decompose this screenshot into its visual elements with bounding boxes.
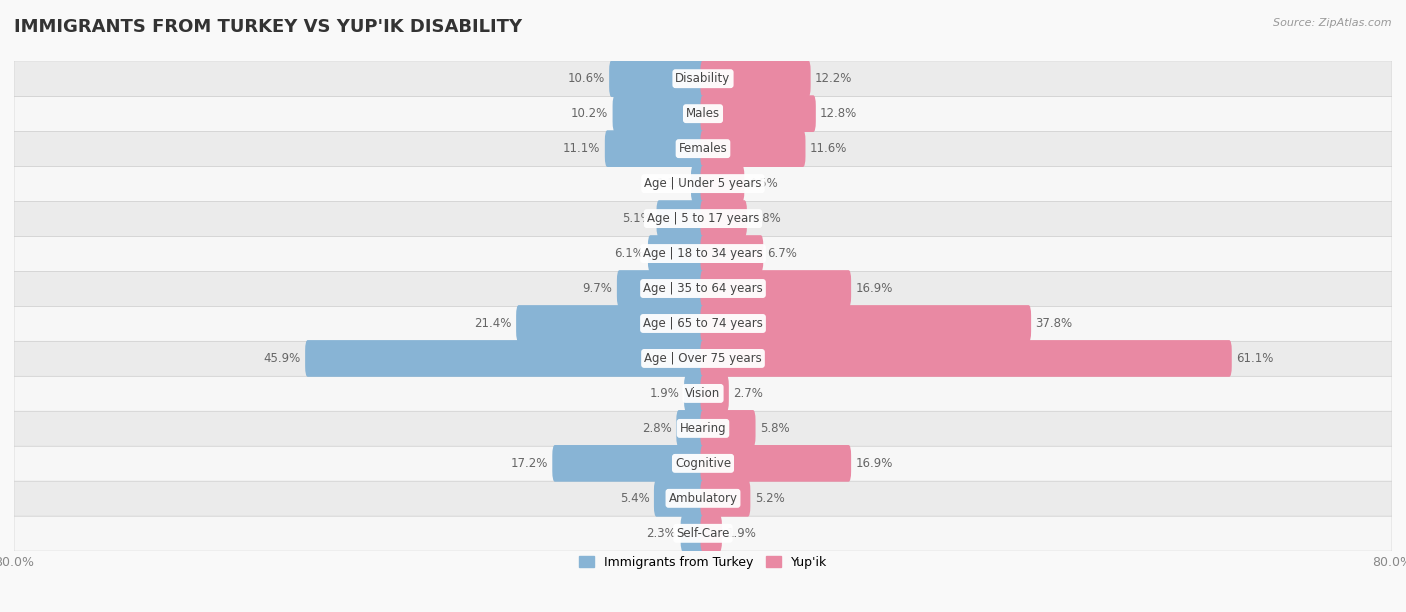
Text: Self-Care: Self-Care [676, 527, 730, 540]
FancyBboxPatch shape [700, 410, 755, 447]
FancyBboxPatch shape [676, 410, 706, 447]
FancyBboxPatch shape [700, 480, 751, 517]
Text: 17.2%: 17.2% [510, 457, 548, 470]
FancyBboxPatch shape [648, 235, 706, 272]
Text: Age | Under 5 years: Age | Under 5 years [644, 177, 762, 190]
Text: 2.7%: 2.7% [733, 387, 763, 400]
FancyBboxPatch shape [700, 515, 721, 551]
Text: Age | 65 to 74 years: Age | 65 to 74 years [643, 317, 763, 330]
Text: Source: ZipAtlas.com: Source: ZipAtlas.com [1274, 18, 1392, 28]
Text: 16.9%: 16.9% [855, 457, 893, 470]
Text: Cognitive: Cognitive [675, 457, 731, 470]
FancyBboxPatch shape [14, 61, 1392, 97]
Text: 6.1%: 6.1% [613, 247, 644, 260]
FancyBboxPatch shape [605, 130, 706, 167]
Text: 2.8%: 2.8% [643, 422, 672, 435]
Text: 61.1%: 61.1% [1236, 352, 1274, 365]
Text: 11.6%: 11.6% [810, 142, 848, 155]
FancyBboxPatch shape [14, 236, 1392, 271]
FancyBboxPatch shape [700, 270, 851, 307]
Text: Age | 5 to 17 years: Age | 5 to 17 years [647, 212, 759, 225]
FancyBboxPatch shape [700, 445, 851, 482]
FancyBboxPatch shape [14, 480, 1392, 516]
Text: Age | 35 to 64 years: Age | 35 to 64 years [643, 282, 763, 295]
Text: 21.4%: 21.4% [474, 317, 512, 330]
FancyBboxPatch shape [700, 95, 815, 132]
Text: 45.9%: 45.9% [263, 352, 301, 365]
FancyBboxPatch shape [700, 340, 1232, 377]
FancyBboxPatch shape [14, 271, 1392, 307]
Text: Age | 18 to 34 years: Age | 18 to 34 years [643, 247, 763, 260]
FancyBboxPatch shape [609, 61, 706, 97]
Text: Age | Over 75 years: Age | Over 75 years [644, 352, 762, 365]
FancyBboxPatch shape [14, 201, 1392, 236]
Text: Males: Males [686, 107, 720, 120]
Text: 1.9%: 1.9% [650, 387, 679, 400]
FancyBboxPatch shape [654, 480, 706, 517]
Text: 12.2%: 12.2% [815, 72, 852, 85]
FancyBboxPatch shape [700, 130, 806, 167]
FancyBboxPatch shape [700, 375, 728, 412]
FancyBboxPatch shape [700, 305, 1031, 342]
FancyBboxPatch shape [14, 515, 1392, 551]
FancyBboxPatch shape [700, 61, 811, 97]
Text: 11.1%: 11.1% [564, 142, 600, 155]
FancyBboxPatch shape [14, 341, 1392, 376]
Text: 6.7%: 6.7% [768, 247, 797, 260]
Text: 4.8%: 4.8% [751, 212, 780, 225]
Text: 1.1%: 1.1% [657, 177, 686, 190]
FancyBboxPatch shape [14, 166, 1392, 201]
Text: Females: Females [679, 142, 727, 155]
Text: 2.3%: 2.3% [647, 527, 676, 540]
Legend: Immigrants from Turkey, Yup'ik: Immigrants from Turkey, Yup'ik [574, 551, 832, 574]
FancyBboxPatch shape [14, 131, 1392, 166]
FancyBboxPatch shape [14, 376, 1392, 411]
FancyBboxPatch shape [553, 445, 706, 482]
FancyBboxPatch shape [700, 235, 763, 272]
Text: 12.8%: 12.8% [820, 107, 858, 120]
Text: IMMIGRANTS FROM TURKEY VS YUP'IK DISABILITY: IMMIGRANTS FROM TURKEY VS YUP'IK DISABIL… [14, 18, 522, 36]
Text: 4.5%: 4.5% [748, 177, 779, 190]
Text: 1.9%: 1.9% [727, 527, 756, 540]
FancyBboxPatch shape [305, 340, 706, 377]
Text: 10.6%: 10.6% [568, 72, 605, 85]
FancyBboxPatch shape [14, 411, 1392, 446]
FancyBboxPatch shape [613, 95, 706, 132]
FancyBboxPatch shape [690, 165, 706, 202]
Text: Disability: Disability [675, 72, 731, 85]
Text: Hearing: Hearing [679, 422, 727, 435]
FancyBboxPatch shape [657, 200, 706, 237]
FancyBboxPatch shape [700, 200, 747, 237]
Text: 5.2%: 5.2% [755, 492, 785, 505]
FancyBboxPatch shape [516, 305, 706, 342]
Text: 5.4%: 5.4% [620, 492, 650, 505]
Text: 5.8%: 5.8% [759, 422, 789, 435]
Text: Vision: Vision [685, 387, 721, 400]
FancyBboxPatch shape [681, 515, 706, 551]
Text: 16.9%: 16.9% [855, 282, 893, 295]
Text: Ambulatory: Ambulatory [668, 492, 738, 505]
FancyBboxPatch shape [685, 375, 706, 412]
Text: 10.2%: 10.2% [571, 107, 609, 120]
FancyBboxPatch shape [14, 96, 1392, 132]
Text: 9.7%: 9.7% [582, 282, 613, 295]
FancyBboxPatch shape [14, 305, 1392, 341]
Text: 37.8%: 37.8% [1035, 317, 1073, 330]
Text: 5.1%: 5.1% [623, 212, 652, 225]
FancyBboxPatch shape [14, 446, 1392, 481]
FancyBboxPatch shape [617, 270, 706, 307]
FancyBboxPatch shape [700, 165, 744, 202]
